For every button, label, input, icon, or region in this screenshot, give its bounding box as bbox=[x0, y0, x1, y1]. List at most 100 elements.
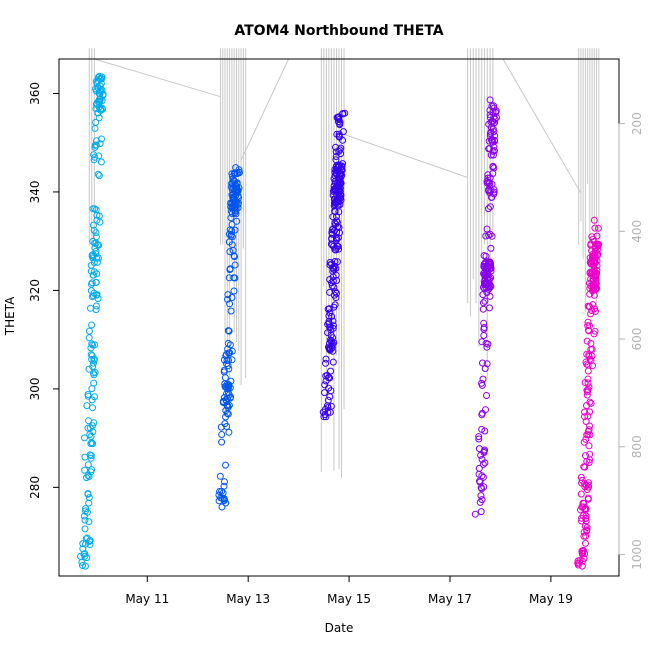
data-point bbox=[86, 541, 94, 549]
y2-tick-label: 800 bbox=[630, 435, 644, 458]
data-point bbox=[330, 283, 338, 291]
data-point bbox=[322, 413, 330, 421]
data-point bbox=[328, 230, 336, 238]
data-point bbox=[582, 452, 589, 460]
data-point bbox=[329, 358, 337, 366]
data-point bbox=[580, 532, 588, 540]
data-point bbox=[320, 413, 328, 421]
y2-tick-label: 1000 bbox=[630, 539, 644, 570]
pressure-lines-layer bbox=[88, 48, 600, 478]
data-point bbox=[336, 146, 344, 154]
data-point bbox=[586, 408, 594, 416]
data-point bbox=[330, 202, 338, 210]
data-point bbox=[584, 375, 592, 383]
data-point bbox=[487, 264, 495, 272]
data-point bbox=[590, 253, 598, 261]
data-point bbox=[584, 379, 592, 387]
data-point bbox=[326, 336, 334, 344]
data-point bbox=[87, 440, 95, 447]
data-point bbox=[329, 334, 337, 342]
pressure-trace-line bbox=[94, 58, 221, 98]
data-point bbox=[584, 386, 592, 393]
data-point bbox=[477, 492, 485, 500]
data-point bbox=[80, 512, 88, 520]
data-point bbox=[325, 345, 333, 352]
data-point bbox=[81, 525, 89, 533]
data-point bbox=[224, 295, 231, 303]
data-point bbox=[93, 270, 101, 278]
data-point bbox=[78, 558, 86, 566]
data-point bbox=[328, 235, 336, 243]
data-point bbox=[224, 291, 232, 299]
data-point bbox=[486, 132, 494, 140]
data-point bbox=[329, 225, 337, 233]
data-point bbox=[81, 466, 89, 474]
data-point bbox=[479, 473, 487, 481]
data-point bbox=[94, 170, 102, 178]
data-point bbox=[592, 307, 599, 315]
data-point bbox=[325, 312, 333, 320]
data-point bbox=[478, 485, 486, 493]
data-point bbox=[321, 389, 328, 397]
data-point bbox=[581, 550, 589, 558]
data-point bbox=[323, 371, 331, 379]
data-point bbox=[479, 283, 487, 291]
data-point bbox=[81, 434, 88, 442]
data-point bbox=[216, 472, 224, 480]
data-point bbox=[584, 318, 592, 326]
data-point bbox=[333, 289, 340, 297]
data-point bbox=[486, 261, 494, 268]
data-point bbox=[223, 423, 231, 430]
data-point bbox=[485, 259, 493, 267]
data-point bbox=[232, 189, 240, 197]
data-point bbox=[586, 398, 594, 406]
data-point bbox=[88, 293, 96, 301]
data-point bbox=[326, 276, 334, 283]
data-point bbox=[336, 174, 344, 182]
data-point bbox=[321, 381, 329, 389]
data-point bbox=[585, 279, 593, 287]
data-point bbox=[339, 160, 347, 168]
data-point bbox=[89, 237, 97, 245]
y-axis: 280 300 320 340 360 bbox=[28, 82, 59, 499]
data-point bbox=[480, 483, 488, 491]
y-tick-label: 340 bbox=[28, 180, 42, 203]
y2-tick-label: 600 bbox=[630, 328, 644, 351]
data-point bbox=[91, 153, 99, 161]
data-point bbox=[486, 96, 494, 104]
data-point bbox=[336, 121, 344, 129]
data-point bbox=[584, 481, 592, 489]
data-point bbox=[484, 282, 492, 290]
data-point bbox=[478, 455, 486, 463]
data-point bbox=[81, 516, 89, 524]
data-point bbox=[583, 350, 591, 358]
data-point bbox=[488, 136, 496, 144]
data-point bbox=[478, 379, 486, 387]
data-point bbox=[334, 167, 342, 175]
data-point bbox=[225, 391, 233, 399]
data-point bbox=[590, 330, 598, 338]
data-point bbox=[96, 95, 104, 103]
data-point bbox=[92, 278, 100, 286]
data-point bbox=[218, 431, 226, 438]
data-point bbox=[97, 158, 105, 166]
data-points-layer bbox=[77, 72, 603, 570]
data-point bbox=[581, 505, 589, 513]
data-point bbox=[483, 392, 490, 399]
data-point bbox=[227, 214, 235, 222]
data-point bbox=[86, 451, 94, 459]
y-tick-label: 320 bbox=[28, 279, 42, 302]
data-point bbox=[90, 371, 98, 379]
data-point bbox=[592, 284, 600, 292]
data-point bbox=[218, 487, 226, 495]
data-point bbox=[580, 438, 588, 446]
data-point bbox=[329, 187, 337, 195]
data-point bbox=[227, 307, 235, 315]
data-point bbox=[94, 84, 102, 92]
data-point bbox=[233, 170, 241, 178]
data-point bbox=[585, 426, 593, 434]
data-point bbox=[88, 396, 96, 404]
data-point bbox=[578, 479, 586, 487]
data-point bbox=[217, 423, 225, 431]
data-point bbox=[223, 360, 230, 368]
